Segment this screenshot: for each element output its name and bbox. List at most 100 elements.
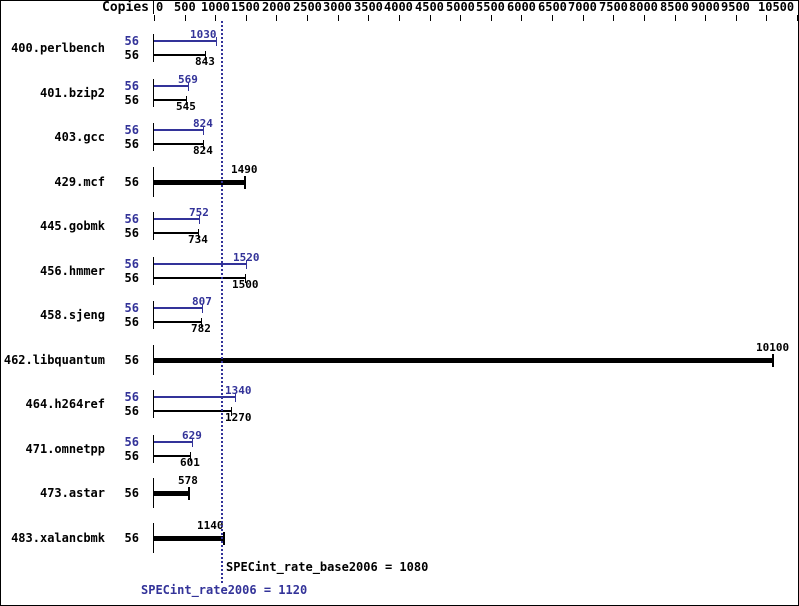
benchmark-name: 473.astar bbox=[39, 486, 105, 500]
base-bar bbox=[154, 491, 189, 496]
bar-end-cap bbox=[231, 407, 232, 416]
axis-tick-label: 10500 bbox=[758, 0, 795, 14]
axis-tick-label: 4500 bbox=[415, 0, 444, 14]
axis-tick-mark bbox=[460, 15, 461, 21]
peak-value-label: 807 bbox=[192, 295, 212, 308]
bar-end-cap bbox=[190, 452, 191, 461]
bar-end-cap bbox=[199, 215, 200, 224]
copies-count: 56 bbox=[124, 301, 139, 315]
copies-count: 56 bbox=[124, 212, 139, 226]
base-metric-summary: SPECint_rate_base2006 = 1080 bbox=[226, 560, 429, 574]
bar-end-cap bbox=[216, 37, 217, 46]
axis-tick-label: 0 bbox=[156, 0, 164, 14]
axis-tick-label: 7000 bbox=[568, 0, 597, 14]
copies-count: 56 bbox=[124, 353, 139, 367]
base-bar bbox=[154, 54, 206, 56]
copies-count: 56 bbox=[124, 315, 139, 329]
copies-count: 56 bbox=[124, 123, 139, 137]
base-value-label: 1270 bbox=[225, 411, 252, 424]
axis-tick-label: 9500 bbox=[721, 0, 750, 14]
axis-baseline-tick bbox=[153, 435, 154, 463]
copies-count: 56 bbox=[124, 390, 139, 404]
axis-header-separator bbox=[153, 1, 154, 14]
axis-tick-label: 500 bbox=[174, 0, 196, 14]
copies-count: 56 bbox=[124, 271, 139, 285]
axis-tick-mark bbox=[491, 15, 492, 21]
benchmark-name: 445.gobmk bbox=[39, 219, 105, 233]
peak-bar bbox=[154, 85, 189, 87]
axis-baseline-tick bbox=[153, 79, 154, 107]
bar-end-cap bbox=[772, 354, 774, 367]
benchmark-name: 462.libquantum bbox=[3, 353, 105, 367]
benchmark-name: 471.omnetpp bbox=[25, 442, 105, 456]
copies-count: 56 bbox=[124, 93, 139, 107]
copies-count: 56 bbox=[124, 435, 139, 449]
axis-tick-label: 8500 bbox=[660, 0, 689, 14]
bar-end-cap bbox=[198, 229, 199, 238]
axis-tick-label: 1500 bbox=[231, 0, 260, 14]
peak-value-label: 1340 bbox=[225, 384, 252, 397]
peak-bar bbox=[154, 129, 204, 131]
axis-tick-mark bbox=[276, 15, 277, 21]
axis-tick-label: 5000 bbox=[446, 0, 475, 14]
axis-tick-mark bbox=[338, 15, 339, 21]
benchmark-name: 401.bzip2 bbox=[39, 86, 105, 100]
axis-tick-mark bbox=[154, 15, 155, 21]
bar-end-cap bbox=[205, 51, 206, 60]
base-bar bbox=[154, 277, 246, 279]
axis-tick-mark bbox=[215, 15, 216, 21]
copies-count: 56 bbox=[124, 486, 139, 500]
axis-tick-label: 7500 bbox=[599, 0, 628, 14]
copies-count: 56 bbox=[124, 34, 139, 48]
base-bar bbox=[154, 321, 202, 323]
axis-baseline-tick bbox=[153, 34, 154, 62]
axis-tick-mark bbox=[736, 15, 737, 21]
benchmark-name: 429.mcf bbox=[54, 175, 105, 189]
base-value-label: 824 bbox=[193, 144, 213, 157]
peak-bar bbox=[154, 441, 193, 443]
peak-value-label: 752 bbox=[189, 206, 209, 219]
axis-tick-mark bbox=[797, 15, 798, 21]
axis-baseline-tick bbox=[153, 345, 154, 375]
bar-end-cap bbox=[235, 393, 236, 402]
axis-tick-mark bbox=[399, 15, 400, 21]
axis-tick-mark bbox=[613, 15, 614, 21]
axis-tick-label: 1000 bbox=[201, 0, 230, 14]
base-value-label: 843 bbox=[195, 55, 215, 68]
base-value-label: 1490 bbox=[231, 163, 258, 176]
copies-count: 56 bbox=[124, 175, 139, 189]
axis-tick-mark bbox=[521, 15, 522, 21]
base-value-label: 1140 bbox=[197, 519, 224, 532]
base-bar bbox=[154, 99, 187, 101]
peak-metric-summary: SPECint_rate2006 = 1120 bbox=[141, 583, 308, 597]
bar-end-cap bbox=[244, 176, 246, 189]
axis-tick-mark bbox=[705, 15, 706, 21]
axis-baseline-tick bbox=[153, 257, 154, 285]
axis-tick-mark bbox=[766, 15, 767, 21]
bar-end-cap bbox=[188, 82, 189, 91]
peak-bar bbox=[154, 396, 236, 398]
peak-value-label: 1520 bbox=[233, 251, 260, 264]
bar-end-cap bbox=[246, 260, 247, 269]
copies-count: 56 bbox=[124, 404, 139, 418]
copies-count: 56 bbox=[124, 137, 139, 151]
base-value-label: 10100 bbox=[756, 341, 790, 354]
axis-tick-mark bbox=[644, 15, 645, 21]
base-bar bbox=[154, 536, 224, 541]
copies-count: 56 bbox=[124, 79, 139, 93]
axis-tick-label: 6500 bbox=[538, 0, 567, 14]
axis-tick-mark bbox=[675, 15, 676, 21]
axis-baseline-tick bbox=[153, 212, 154, 240]
bar-end-cap bbox=[203, 140, 204, 149]
copies-count: 56 bbox=[124, 531, 139, 545]
peak-value-label: 629 bbox=[182, 429, 202, 442]
peak-bar bbox=[154, 218, 200, 220]
metric-reference-line bbox=[221, 21, 223, 583]
benchmark-name: 483.xalancbmk bbox=[11, 531, 105, 545]
copies-count: 56 bbox=[124, 226, 139, 240]
bar-end-cap bbox=[245, 274, 246, 283]
base-bar bbox=[154, 232, 199, 234]
axis-tick-mark bbox=[307, 15, 308, 21]
axis-tick-mark bbox=[246, 15, 247, 21]
